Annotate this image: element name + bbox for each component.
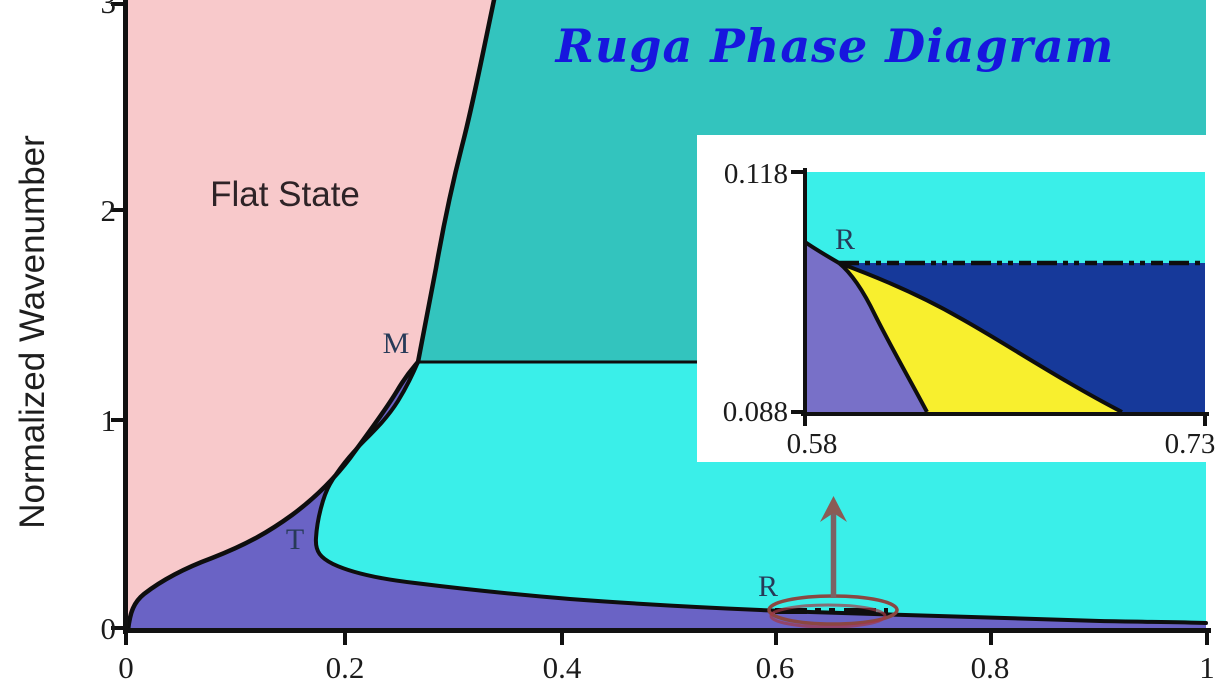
inset-r-point-label: R	[835, 223, 855, 256]
x-tick-label-0-6: 0.6	[756, 650, 795, 685]
y-tick-label-1: 1	[101, 403, 117, 438]
inset-region-yellow	[839, 263, 1122, 412]
region-flat-state	[128, 0, 494, 630]
cyan-lower-boundary-curve	[313, 360, 1208, 625]
zoom-arrow-head	[820, 496, 847, 522]
inset-region-purple	[805, 242, 927, 412]
r-highlight-ellipse-shadow	[769, 603, 887, 629]
y-tick-label-0: 0	[101, 611, 117, 646]
chart-title: Ruga Phase Diagram	[554, 19, 1115, 73]
y-tick-label-3: 3	[101, 0, 117, 20]
m-point-label: M	[383, 327, 410, 360]
inset-y-top-label: 0.118	[724, 158, 788, 190]
inset-purple-yellow-boundary	[837, 261, 929, 413]
y-tick-label-2: 2	[101, 193, 117, 228]
x-tick-label-0: 0	[118, 650, 134, 685]
x-tick-label-0-4: 0.4	[543, 650, 582, 685]
x-tick-label-1: 1	[1199, 650, 1215, 685]
flat-state-boundary-curve	[125, 0, 497, 633]
region-purple-lower	[128, 362, 1206, 632]
inset-panel: 0.118 0.088 0.58 0.73 R	[697, 135, 1219, 462]
inset-yellow-navy-boundary	[838, 261, 1123, 414]
flat-state-label: Flat State	[210, 175, 360, 214]
x-tick-label-0-8: 0.8	[971, 650, 1010, 685]
inset-y-bottom-label: 0.088	[723, 396, 788, 428]
inset-x-right-label: 0.73	[1165, 428, 1216, 460]
r-point-label: R	[758, 570, 778, 603]
inset-purple-top-boundary	[803, 240, 841, 265]
y-axis-title: Normalized Wavenumber	[13, 135, 52, 529]
inset-x-left-label: 0.58	[787, 428, 838, 460]
x-tick-label-0-2: 0.2	[326, 650, 365, 685]
t-point-label: T	[286, 523, 304, 556]
